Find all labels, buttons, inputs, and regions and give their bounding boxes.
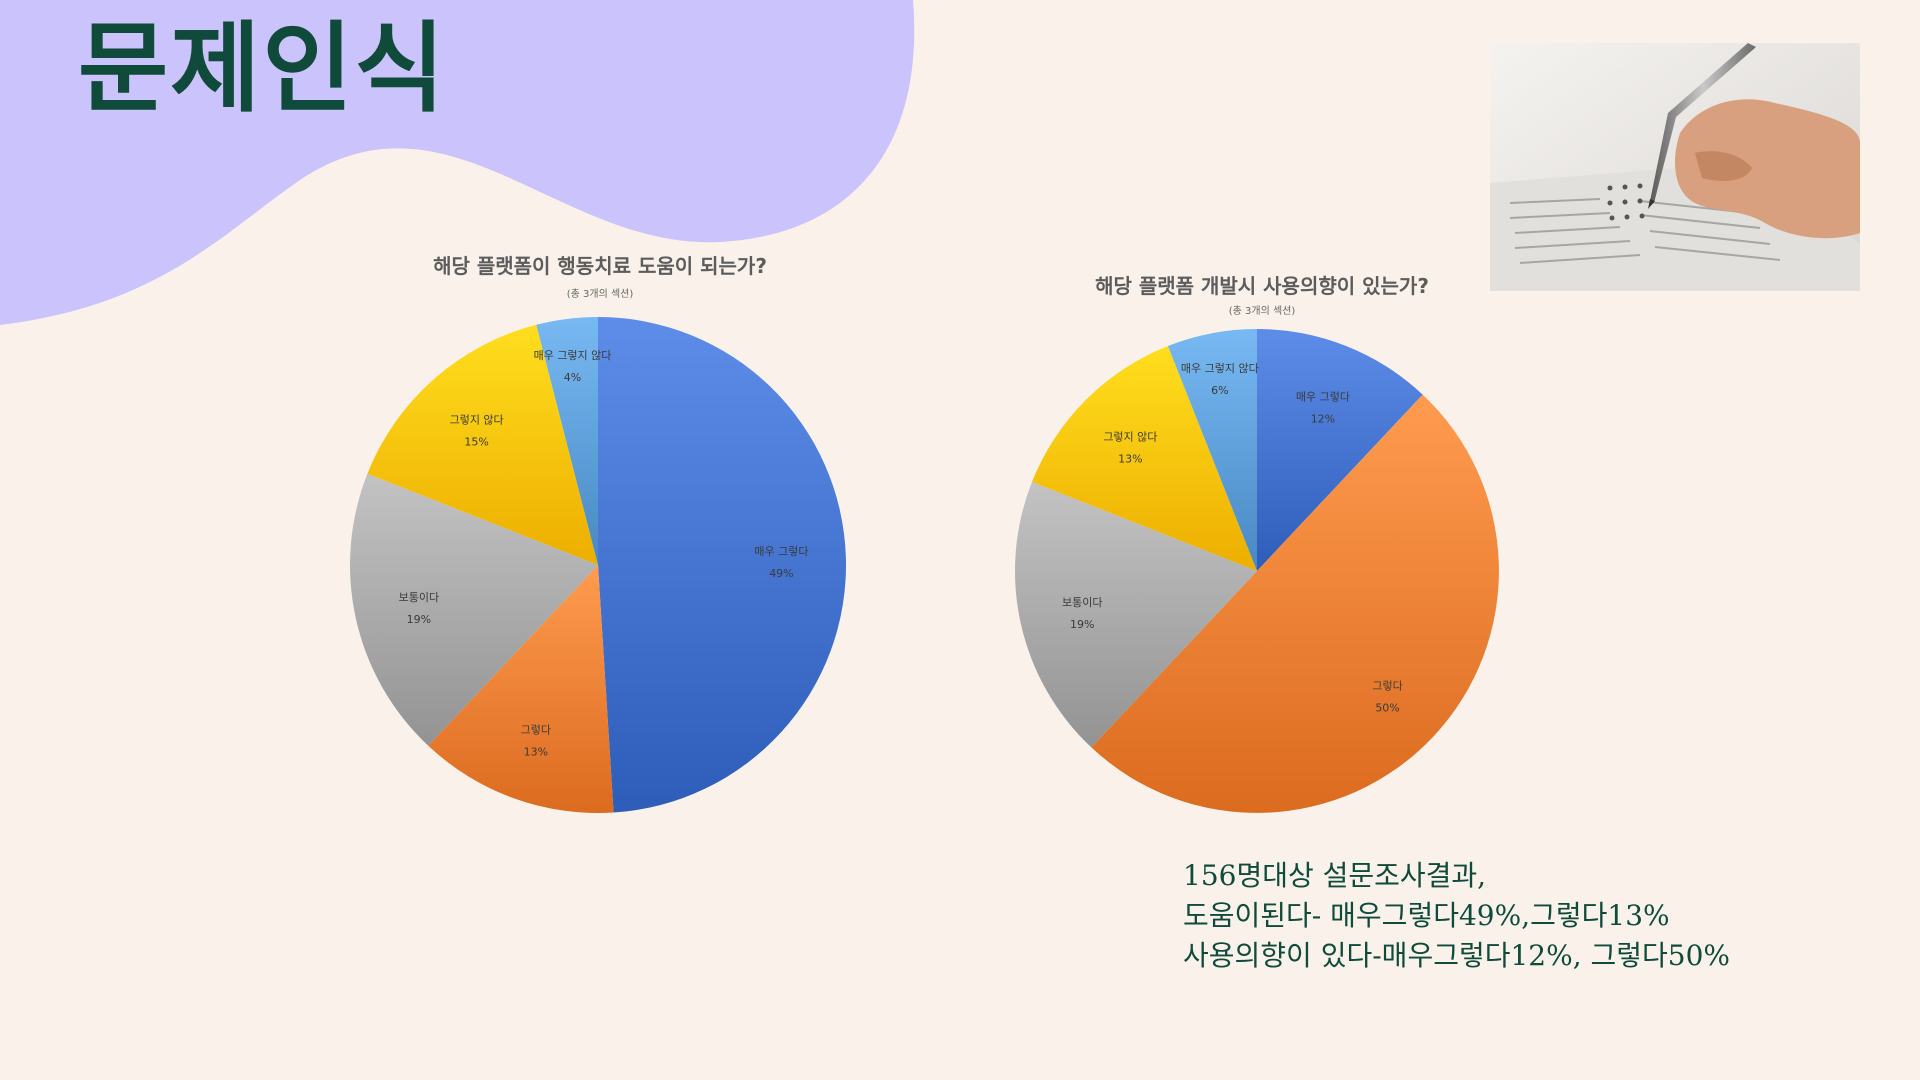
pie-chart: 매우 그렇다 12% 그렇다 50% 보통이다 19% 그렇지 않다 13% 매우 그렇지 않다…	[1015, 329, 1499, 813]
slice-percent-label: 13%	[1118, 452, 1142, 465]
chart-usage-intent: 해당 플랫폼 개발시 사용의향이 있는가? (총 3개의 섹션) 매우 그렇다 1…	[1007, 262, 1517, 832]
slice-label: 그렇다	[1372, 680, 1402, 693]
slice-percent-label: 49%	[769, 567, 793, 580]
pie-chart: 매우 그렇다 49% 그렇다 13% 보통이다 19% 그렇지 않다 15% 매우 그렇지 않다…	[350, 317, 846, 813]
chart-helpfulness: 해당 플랫폼이 행동치료 도움이 되는가? (총 3개의 섹션) 매우 그렇다 4…	[345, 245, 855, 825]
slice-label: 그렇다	[521, 724, 551, 737]
chart-subtitle: (총 3개의 섹션)	[566, 289, 634, 300]
slice-label: 그렇지 않다	[1103, 430, 1157, 443]
pie-slice	[1091, 394, 1499, 813]
slice-label: 매우 그렇지 않다	[1181, 362, 1259, 375]
slice-label: 그렇지 않다	[450, 413, 504, 426]
chart-subtitle: (총 3개의 섹션)	[1228, 306, 1296, 317]
slice-label: 매우 그렇다	[1296, 390, 1350, 403]
summary-line: 사용의향이 있다-매우그렇다12%, 그렇다50%	[1183, 939, 1731, 972]
survey-summary: 156명대상 설문조사결과, 도움이된다- 매우그렇다49%,그렇다13% 사용…	[1183, 856, 1730, 976]
slice-percent-label: 15%	[464, 435, 488, 448]
pie-slice	[1015, 481, 1257, 748]
slice-percent-label: 19%	[407, 613, 431, 626]
hand-writing-survey-photo	[1490, 43, 1860, 291]
chart-title: 해당 플랫폼이 행동치료 도움이 되는가?	[433, 254, 767, 278]
slice-percent-label: 19%	[1070, 618, 1094, 631]
pie-slice	[350, 473, 598, 746]
pie-slice	[536, 317, 598, 565]
pie-slice	[1257, 329, 1423, 571]
slice-percent-label: 12%	[1311, 412, 1335, 425]
pie-slice	[367, 324, 598, 565]
summary-line: 도움이된다- 매우그렇다49%,그렇다13%	[1183, 899, 1670, 932]
slice-percent-label: 4%	[564, 371, 581, 384]
pie-slice	[1031, 345, 1257, 571]
slice-label: 매우 그렇지 않다	[534, 349, 612, 362]
chart-title: 해당 플랫폼 개발시 사용의향이 있는가?	[1095, 274, 1429, 298]
slice-label: 매우 그렇다	[754, 545, 808, 558]
slice-label: 보통이다	[1062, 596, 1102, 609]
pie-slice	[598, 317, 846, 813]
summary-line: 156명대상 설문조사결과,	[1183, 859, 1487, 892]
slice-percent-label: 13%	[524, 746, 548, 759]
pie-slice	[1167, 329, 1257, 571]
decorative-blob	[0, 0, 915, 325]
slice-percent-label: 50%	[1375, 702, 1399, 715]
page-title: 문제인식	[78, 11, 447, 126]
slice-label: 보통이다	[399, 591, 439, 604]
slice-percent-label: 6%	[1211, 384, 1228, 397]
pie-slice	[428, 565, 614, 813]
